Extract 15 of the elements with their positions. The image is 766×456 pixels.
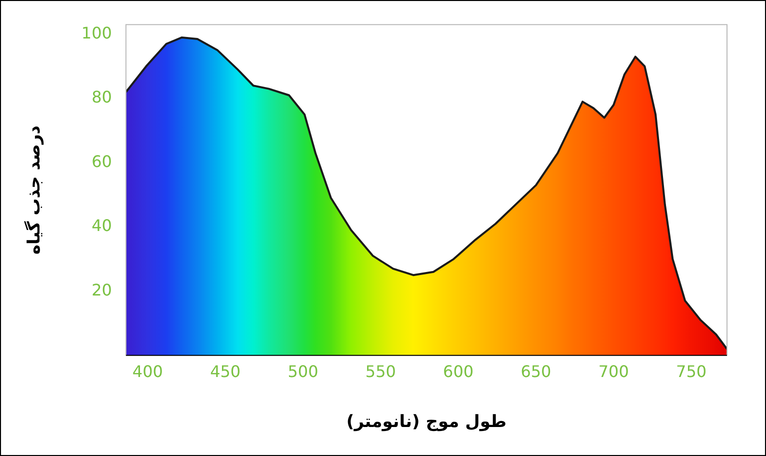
y-tick-label: 100	[81, 23, 112, 42]
y-tick-label: 20	[92, 280, 112, 300]
x-tick-label: 550	[365, 362, 396, 382]
x-tick-label: 750	[676, 362, 707, 382]
y-axis-title: درصد جذب گیاه	[24, 125, 45, 254]
x-tick-label: 650	[520, 362, 552, 382]
y-tick-label: 60	[92, 152, 112, 171]
x-tick-label: 500	[288, 362, 318, 382]
x-tick-label: 700	[598, 362, 629, 382]
y-tick-label: 80	[92, 88, 112, 107]
x-tick-label: 600	[443, 362, 474, 382]
y-tick-label: 40	[92, 216, 112, 236]
x-tick-label: 400	[132, 362, 163, 382]
x-tick-label: 450	[210, 362, 241, 382]
x-axis-title: طول موج (نانومتر)	[346, 412, 507, 432]
